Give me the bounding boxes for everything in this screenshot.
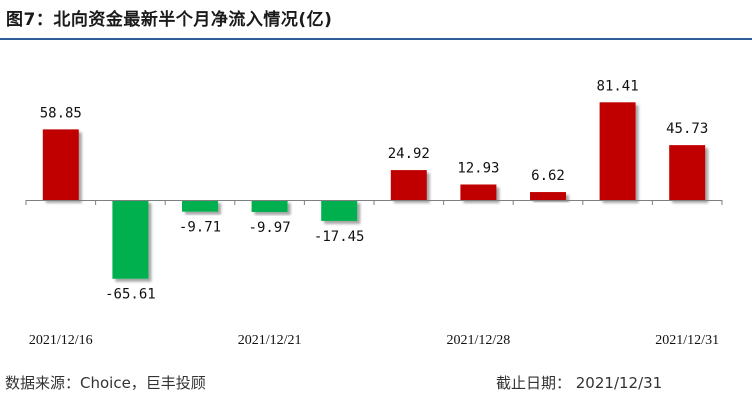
x-tick-label-1: 2021/12/21 [238, 333, 302, 348]
bar-value-label-1: -65.61 [105, 287, 156, 303]
bar-1 [112, 200, 149, 279]
x-tick-labels-layer: 2021/12/16 2021/12/21 2021/12/28 2021/12/31 [29, 333, 719, 348]
bar-value-label-3: -9.97 [249, 220, 291, 236]
cutoff-date-note: 截止日期： 2021/12/31 [496, 374, 663, 392]
bar-value-label-9: 45.73 [666, 121, 708, 137]
x-tick-label-2: 2021/12/28 [447, 333, 511, 348]
chart-title: 图7：北向资金最新半个月净流入情况(亿) [6, 10, 333, 30]
bar-value-label-6: 12.93 [457, 160, 499, 176]
bars-layer [42, 102, 706, 279]
bar-0 [42, 129, 79, 200]
bar-4 [321, 200, 358, 221]
bar-value-label-5: 24.92 [388, 146, 430, 162]
bar-7 [530, 192, 566, 200]
bar-6 [460, 184, 497, 200]
bar-value-label-4: -17.45 [314, 229, 365, 245]
bar-value-label-7: 6.62 [531, 168, 565, 184]
value-labels-layer: 58.85 -65.61 -9.71 -9.97 -17.45 24.92 12.93 6.6… [40, 78, 709, 302]
bar-3 [251, 200, 288, 212]
x-tick-label-3: 2021/12/31 [655, 333, 719, 348]
bar-5 [390, 170, 427, 200]
bar-value-label-2: -9.71 [179, 220, 221, 236]
x-tick-label-0: 2021/12/16 [29, 333, 93, 348]
ticks-layer [25, 200, 723, 205]
bar-9 [669, 145, 706, 200]
bar-value-label-0: 58.85 [40, 105, 82, 121]
data-source-note: 数据来源：Choice，巨丰投顾 [5, 374, 206, 392]
bar-2 [182, 200, 218, 212]
bar-value-label-8: 81.41 [597, 78, 639, 94]
title-divider [0, 38, 752, 40]
bar-8 [599, 102, 636, 200]
